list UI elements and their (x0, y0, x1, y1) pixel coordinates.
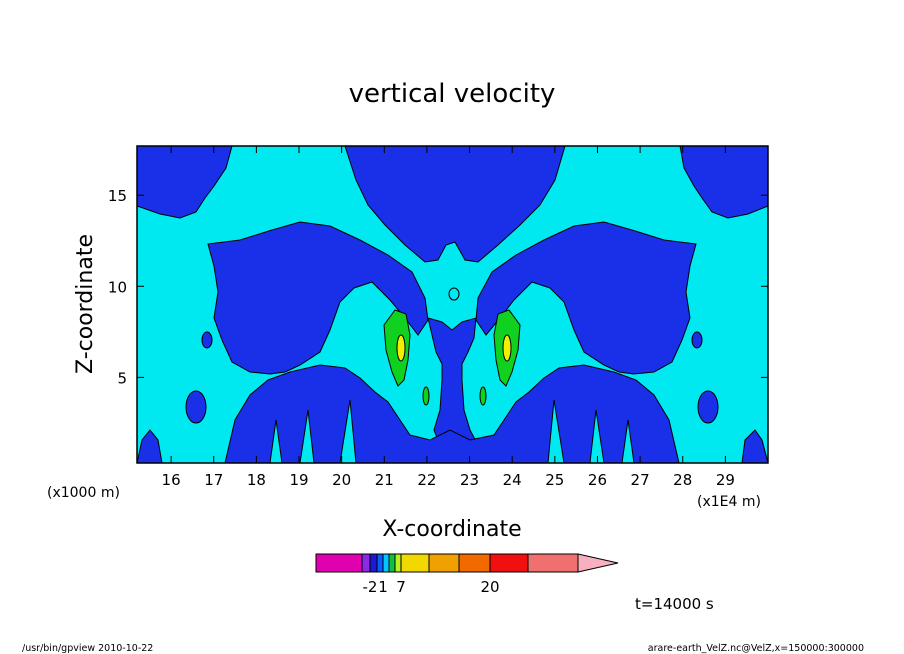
x-tick-label: 27 (631, 471, 650, 489)
colorbar-segment (369, 553, 378, 573)
x-unit-left: (x1000 m) (47, 485, 120, 501)
footer-right: arare-earth_VelZ.nc@VelZ,x=150000:300000 (648, 643, 864, 654)
colorbar-segment (458, 553, 491, 573)
colorbar-arrow (577, 553, 619, 573)
footer-left: /usr/bin/gpview 2010-10-22 (22, 643, 153, 654)
x-tick-label: 19 (289, 471, 308, 489)
chart-title: vertical velocity (349, 79, 556, 109)
y-tick-label: 5 (117, 369, 127, 387)
colorbar-segment (388, 553, 396, 573)
contour-streak-1 (269, 419, 283, 463)
x-tick-label: 20 (332, 471, 351, 489)
colorbar-segment (361, 553, 371, 573)
colorbar-segment (382, 553, 390, 573)
contour-streak-3 (339, 399, 357, 463)
colorbar-label: 7 (396, 578, 406, 596)
contour-core-right (502, 334, 512, 362)
y-axis-label: Z-coordinate (73, 234, 98, 374)
contour-region-center-column (427, 317, 479, 446)
x-tick-label: 23 (460, 471, 479, 489)
x-tick-label: 24 (503, 471, 522, 489)
colorbar-label: 20 (480, 578, 499, 596)
x-axis-label: X-coordinate (382, 517, 521, 542)
colorbar-label: 1 (378, 578, 388, 596)
x-tick-label: 17 (204, 471, 223, 489)
contour-corner-bl (137, 429, 163, 463)
contour-updraft-small-left (422, 386, 430, 406)
colorbar-segment (428, 553, 460, 573)
contour-region-right-body (475, 221, 697, 375)
contour-corner-br (741, 429, 768, 463)
colorbar (315, 553, 619, 573)
x-tick-label: 22 (417, 471, 436, 489)
contour-blob-right-small (691, 331, 703, 349)
contour-region-upper-left (137, 146, 233, 219)
x-tick-label: 26 (588, 471, 607, 489)
contour-streak-5 (589, 409, 605, 463)
x-unit-right: (x1E4 m) (697, 494, 761, 510)
contour-streak-4 (547, 399, 565, 463)
contour-field (137, 146, 768, 463)
colorbar-segment (400, 553, 430, 573)
y-tick-label: 15 (108, 187, 127, 205)
contour-streak-2 (299, 409, 315, 463)
time-label: t=14000 s (635, 595, 714, 613)
x-tick-label: 29 (716, 471, 735, 489)
y-tick-label: 10 (108, 278, 127, 296)
contour-region-top-center (344, 146, 566, 263)
x-tick-label: 18 (247, 471, 266, 489)
colorbar-labels: -2 1 7 20 (363, 578, 500, 596)
colorbar-segment (315, 553, 363, 573)
x-tick-label: 25 (545, 471, 564, 489)
plot-frame (136, 145, 769, 464)
colorbar-segment (489, 553, 529, 573)
contour-blob-left (185, 390, 207, 424)
x-axis-ticks: 16 17 18 19 20 21 22 23 24 25 26 27 28 29 (162, 146, 735, 489)
contour-hole-center (448, 287, 460, 301)
contour-blob-left-small (201, 331, 213, 349)
contour-core-left (396, 334, 406, 362)
colorbar-segment (394, 553, 402, 573)
contour-region-bottom (224, 364, 680, 463)
x-tick-label: 16 (162, 471, 181, 489)
contour-updraft-small-right (479, 386, 487, 406)
contour-region-upper-right (679, 146, 768, 219)
colorbar-label: -2 (363, 578, 378, 596)
contour-streak-6 (621, 419, 635, 463)
contour-region-left-body (207, 221, 429, 375)
colorbar-segment (376, 553, 384, 573)
contour-blob-right (697, 390, 719, 424)
x-tick-label: 28 (673, 471, 692, 489)
colorbar-segment (527, 553, 579, 573)
x-tick-label: 21 (375, 471, 394, 489)
y-axis-ticks: 5 10 15 (108, 187, 768, 387)
